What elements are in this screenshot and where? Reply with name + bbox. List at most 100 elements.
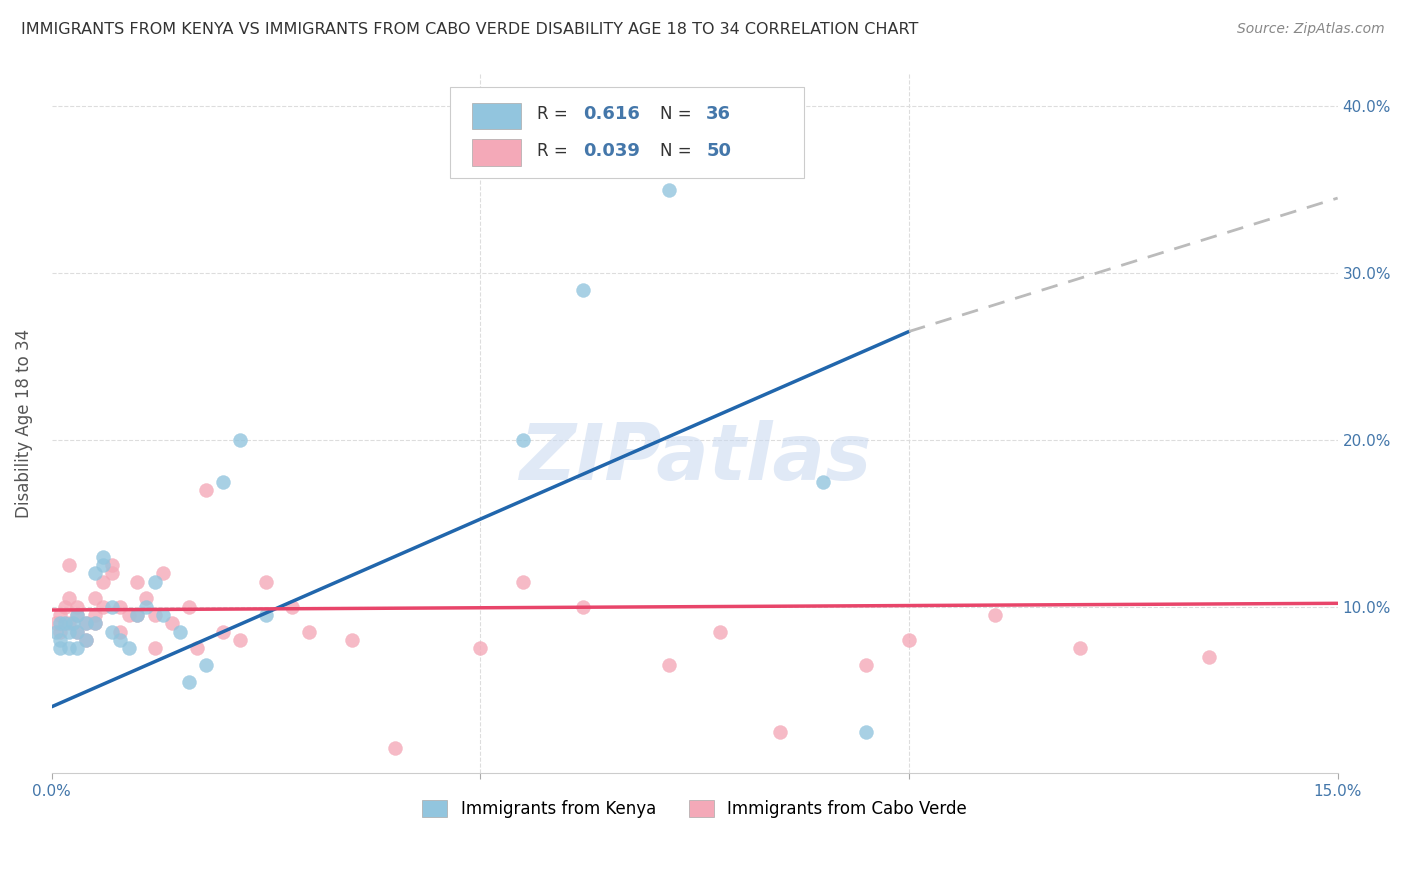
Point xyxy=(212,624,235,639)
Point xyxy=(512,574,534,589)
Point xyxy=(66,641,89,656)
Point xyxy=(110,633,132,648)
Point xyxy=(195,658,218,673)
Point xyxy=(658,183,681,197)
Point xyxy=(118,607,141,622)
Point xyxy=(58,558,80,572)
Text: Source: ZipAtlas.com: Source: ZipAtlas.com xyxy=(1237,22,1385,37)
Point xyxy=(66,599,89,614)
Point xyxy=(813,475,835,489)
Y-axis label: Disability Age 18 to 34: Disability Age 18 to 34 xyxy=(15,328,32,517)
Point xyxy=(100,624,122,639)
Point xyxy=(53,599,76,614)
Point xyxy=(75,616,97,631)
Point xyxy=(512,433,534,447)
Point xyxy=(298,624,321,639)
Point xyxy=(91,549,114,564)
Point xyxy=(83,566,105,581)
Point xyxy=(127,574,149,589)
Point xyxy=(49,641,72,656)
Point xyxy=(91,599,114,614)
Point xyxy=(340,633,363,648)
Text: 36: 36 xyxy=(706,105,731,123)
Point xyxy=(91,574,114,589)
Point xyxy=(152,566,174,581)
Point xyxy=(212,475,235,489)
Point xyxy=(855,658,877,673)
Point xyxy=(58,616,80,631)
Point xyxy=(66,624,89,639)
Text: IMMIGRANTS FROM KENYA VS IMMIGRANTS FROM CABO VERDE DISABILITY AGE 18 TO 34 CORR: IMMIGRANTS FROM KENYA VS IMMIGRANTS FROM… xyxy=(21,22,918,37)
Text: N =: N = xyxy=(659,142,697,160)
Point xyxy=(1069,641,1091,656)
Point xyxy=(254,607,277,622)
Point xyxy=(83,616,105,631)
Point xyxy=(45,624,67,639)
Point xyxy=(100,566,122,581)
Point xyxy=(49,633,72,648)
Point xyxy=(58,641,80,656)
Point xyxy=(66,607,89,622)
Point xyxy=(49,607,72,622)
Point xyxy=(45,616,67,631)
Point xyxy=(66,624,89,639)
Point xyxy=(229,633,252,648)
Point xyxy=(709,624,731,639)
Point xyxy=(186,641,208,656)
Point xyxy=(195,483,218,497)
Point xyxy=(281,599,304,614)
Point xyxy=(658,658,681,673)
Point xyxy=(75,633,97,648)
Point xyxy=(470,641,492,656)
Point xyxy=(118,641,141,656)
Bar xyxy=(472,103,522,129)
Text: 0.616: 0.616 xyxy=(583,105,640,123)
Point xyxy=(1198,649,1220,664)
Point xyxy=(110,624,132,639)
Point xyxy=(572,599,595,614)
Point xyxy=(143,641,166,656)
Point xyxy=(160,616,183,631)
Point xyxy=(100,558,122,572)
Point xyxy=(898,633,921,648)
Point xyxy=(769,724,792,739)
Point xyxy=(62,616,84,631)
Point xyxy=(983,607,1005,622)
Point xyxy=(66,607,89,622)
Point xyxy=(177,599,200,614)
Point xyxy=(58,624,80,639)
Point xyxy=(135,591,157,606)
Point xyxy=(135,599,157,614)
Point xyxy=(177,674,200,689)
Text: 0.039: 0.039 xyxy=(583,142,640,160)
Point xyxy=(229,433,252,447)
Point xyxy=(49,624,72,639)
Point xyxy=(75,633,97,648)
Point xyxy=(75,616,97,631)
Point xyxy=(83,616,105,631)
Point xyxy=(855,724,877,739)
FancyBboxPatch shape xyxy=(450,87,804,178)
Bar xyxy=(472,139,522,166)
Point xyxy=(49,616,72,631)
Point xyxy=(152,607,174,622)
Point xyxy=(169,624,191,639)
Point xyxy=(100,599,122,614)
Point xyxy=(572,283,595,297)
Legend: Immigrants from Kenya, Immigrants from Cabo Verde: Immigrants from Kenya, Immigrants from C… xyxy=(416,793,974,824)
Point xyxy=(143,574,166,589)
Text: N =: N = xyxy=(659,105,697,123)
Point xyxy=(83,591,105,606)
Point xyxy=(53,616,76,631)
Text: 50: 50 xyxy=(706,142,731,160)
Text: R =: R = xyxy=(537,142,572,160)
Text: R =: R = xyxy=(537,105,572,123)
Point xyxy=(127,607,149,622)
Point xyxy=(127,607,149,622)
Point xyxy=(58,591,80,606)
Text: ZIPatlas: ZIPatlas xyxy=(519,420,870,496)
Point xyxy=(254,574,277,589)
Point xyxy=(91,558,114,572)
Point xyxy=(384,741,406,756)
Point xyxy=(83,607,105,622)
